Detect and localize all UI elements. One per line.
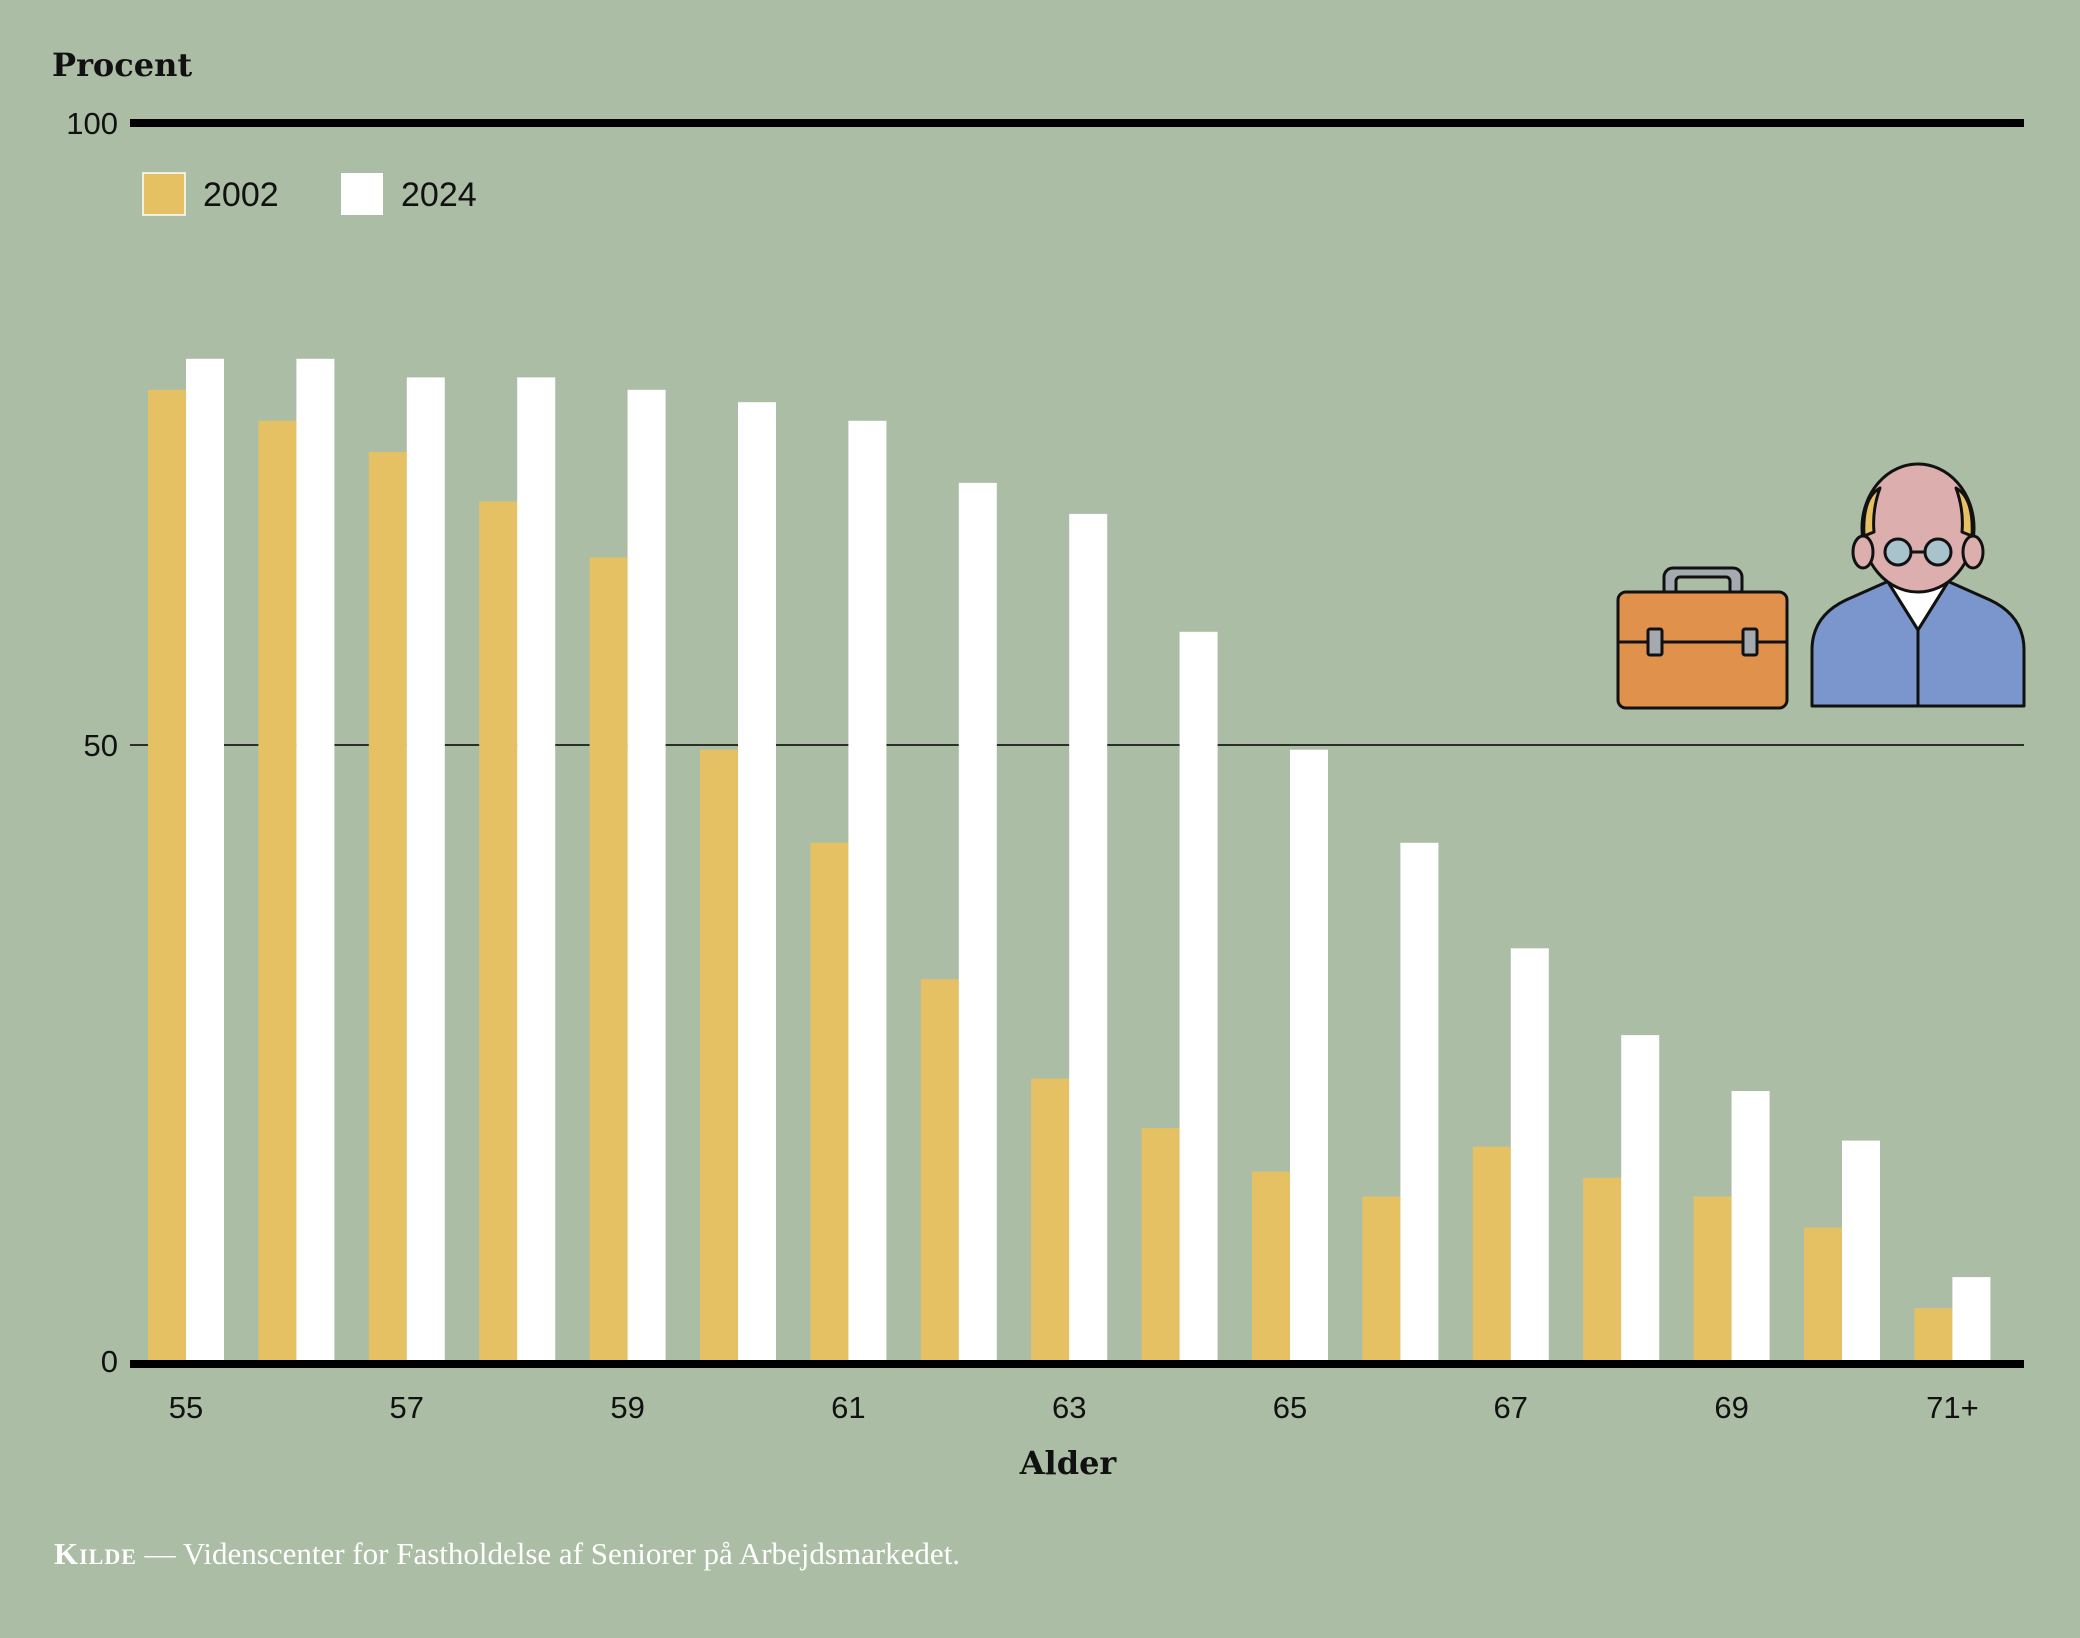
x-tick-labels: 55 57 59 61 63 65 67 69 71+ bbox=[169, 1390, 1979, 1425]
legend-swatch-2024 bbox=[341, 173, 383, 215]
bars bbox=[148, 358, 1991, 1364]
x-axis-title: Alder bbox=[1019, 1444, 1118, 1482]
bar-2002-56 bbox=[258, 420, 297, 1364]
bar-2002-70 bbox=[1804, 1227, 1842, 1364]
bar-2024-68 bbox=[1621, 1035, 1660, 1364]
x-tick-label-69: 69 bbox=[1714, 1390, 1748, 1425]
source-note: Kilde — Videnscenter for Fastholdelse af… bbox=[54, 1536, 960, 1572]
bar-2024-57 bbox=[406, 377, 445, 1364]
legend-label-2002: 2002 bbox=[203, 176, 279, 214]
bar-2024-62 bbox=[958, 482, 997, 1364]
bar-2024-70 bbox=[1842, 1140, 1880, 1364]
bar-2002-55 bbox=[148, 389, 186, 1364]
bar-2002-67 bbox=[1472, 1146, 1511, 1364]
bar-2002-59 bbox=[589, 557, 628, 1364]
x-tick-label-63: 63 bbox=[1052, 1390, 1086, 1425]
bar-2024-66 bbox=[1400, 842, 1439, 1364]
bar-2024-61 bbox=[848, 420, 887, 1364]
bar-2002-69 bbox=[1693, 1196, 1732, 1364]
briefcase-icon bbox=[1616, 566, 1789, 710]
x-tick-label-59: 59 bbox=[610, 1390, 644, 1425]
bar-2002-71+ bbox=[1914, 1308, 1953, 1364]
x-tick-label-71+: 71+ bbox=[1926, 1390, 1979, 1425]
senior-worker-icon bbox=[1810, 462, 2026, 708]
bar-2024-67 bbox=[1510, 948, 1549, 1364]
bar-2002-61 bbox=[810, 842, 849, 1364]
bar-2002-66 bbox=[1362, 1196, 1401, 1364]
bar-2002-65 bbox=[1252, 1171, 1290, 1364]
source-label: Kilde bbox=[54, 1536, 137, 1571]
bar-2002-63 bbox=[1031, 1078, 1070, 1364]
bar-2024-71+ bbox=[1952, 1277, 1991, 1364]
y-tick-label-0: 0 bbox=[101, 1344, 118, 1379]
bar-2024-55 bbox=[186, 358, 224, 1364]
bar-2024-58 bbox=[517, 377, 556, 1364]
legend-label-2024: 2024 bbox=[401, 176, 477, 214]
bar-2002-64 bbox=[1141, 1128, 1180, 1364]
source-text: Videnscenter for Fastholdelse af Seniore… bbox=[182, 1536, 961, 1571]
bar-2024-60 bbox=[738, 402, 776, 1364]
bar-2002-58 bbox=[479, 501, 518, 1364]
y-tick-label-100: 100 bbox=[66, 106, 118, 141]
x-tick-label-61: 61 bbox=[831, 1390, 865, 1425]
bar-2024-64 bbox=[1179, 631, 1218, 1364]
bar-2024-69 bbox=[1731, 1091, 1770, 1364]
bar-2024-65 bbox=[1290, 749, 1328, 1364]
bar-2024-56 bbox=[296, 358, 335, 1364]
bar-2002-68 bbox=[1583, 1177, 1622, 1364]
y-axis-title: Procent bbox=[52, 46, 192, 84]
bar-2024-59 bbox=[627, 389, 666, 1364]
y-tick-label-50: 50 bbox=[84, 728, 118, 763]
bar-2002-60 bbox=[700, 749, 738, 1364]
x-tick-label-55: 55 bbox=[169, 1390, 203, 1425]
legend-swatch-2002 bbox=[142, 172, 186, 216]
legend: 2002 2024 bbox=[142, 172, 477, 216]
bar-2002-57 bbox=[368, 451, 407, 1364]
source-dash: — bbox=[144, 1536, 176, 1571]
x-tick-label-67: 67 bbox=[1494, 1390, 1528, 1425]
bar-2024-63 bbox=[1069, 513, 1108, 1364]
bar-2002-62 bbox=[920, 979, 959, 1364]
x-tick-label-65: 65 bbox=[1273, 1390, 1307, 1425]
x-tick-label-57: 57 bbox=[390, 1390, 424, 1425]
